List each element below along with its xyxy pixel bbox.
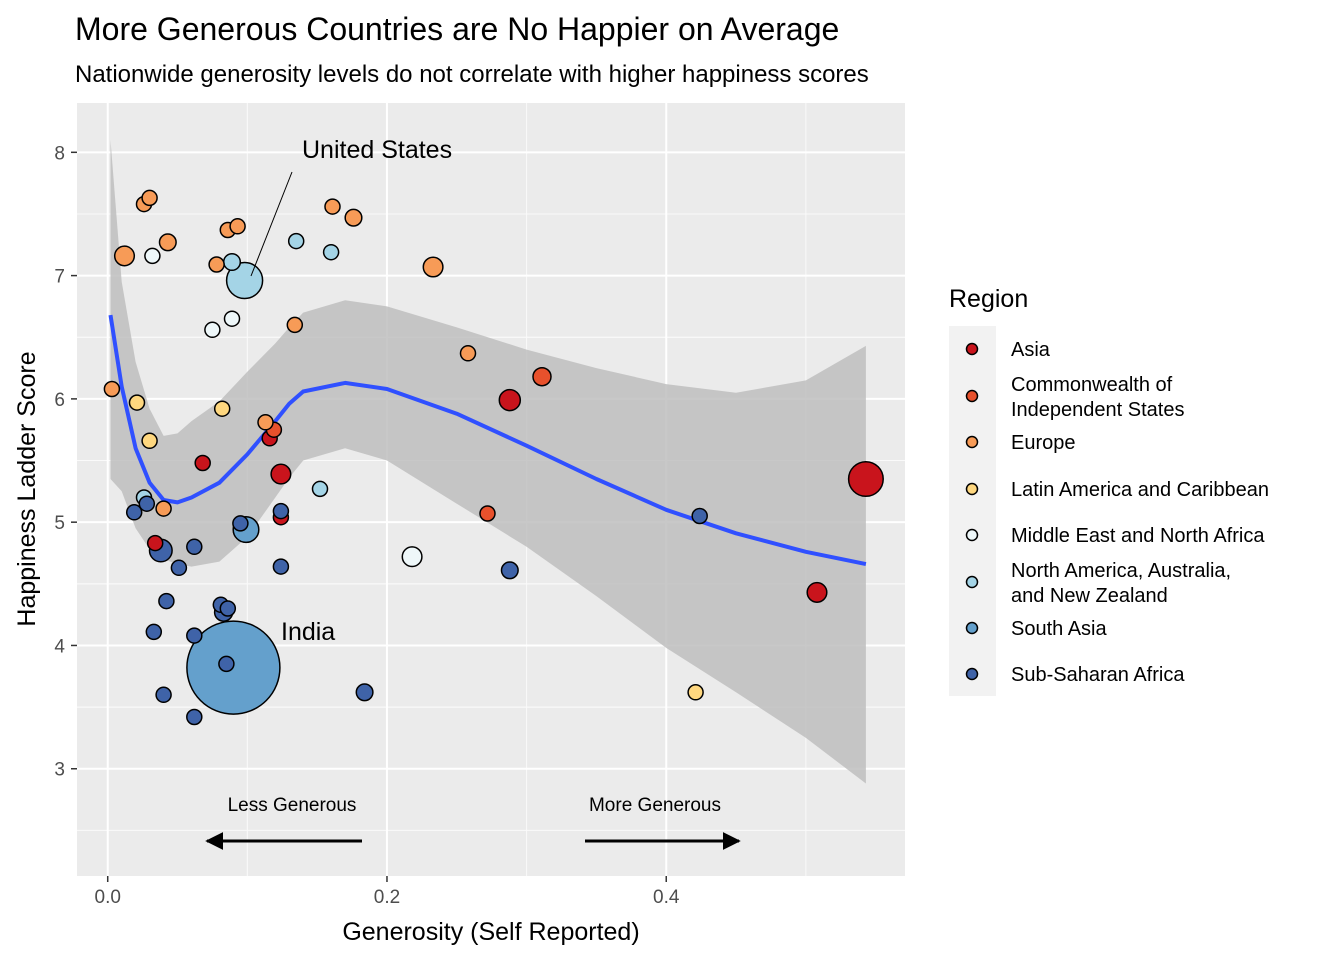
chart-subtitle: Nationwide generosity levels do not corr… — [75, 61, 869, 88]
united-states-label: United States — [302, 136, 452, 164]
legend-label: Middle East and North Africa — [1011, 525, 1265, 547]
legend-label: Independent States — [1011, 399, 1184, 421]
legend-key — [965, 482, 979, 496]
less-generous-label: Less Generous — [228, 795, 357, 816]
data-point — [141, 189, 158, 207]
data-point — [257, 414, 274, 431]
data-point — [146, 534, 164, 552]
data-point — [229, 218, 246, 235]
legend-key — [965, 389, 979, 403]
data-point — [687, 684, 704, 701]
y-tick-label: 6 — [54, 390, 65, 411]
data-point — [344, 208, 363, 227]
data-point — [138, 495, 156, 512]
data-point — [272, 558, 290, 575]
data-point — [186, 708, 203, 726]
data-point — [158, 592, 175, 610]
data-point — [103, 380, 121, 398]
x-tick-label: 0.0 — [95, 887, 121, 908]
united-states-leader-line — [250, 171, 293, 277]
legend-key — [965, 342, 979, 356]
y-tick-label: 5 — [54, 513, 65, 534]
data-point — [222, 252, 242, 272]
data-point — [204, 321, 221, 339]
legend-label: North America, Australia, — [1011, 560, 1231, 582]
legend-key — [965, 621, 979, 635]
y-tick-label: 7 — [54, 267, 65, 288]
legend-key — [965, 575, 979, 589]
data-point — [232, 515, 249, 532]
legend-title: Region — [949, 285, 1028, 313]
y-tick-label: 4 — [54, 636, 65, 657]
data-point — [479, 505, 496, 522]
data-point — [270, 463, 292, 485]
data-point — [219, 600, 237, 617]
india-label: India — [281, 618, 335, 646]
smooth-line-path — [108, 314, 867, 567]
y-tick-label: 3 — [54, 760, 65, 781]
data-point — [272, 502, 290, 520]
data-point — [311, 480, 329, 498]
legend-label: and New Zealand — [1011, 585, 1168, 607]
legend-key — [965, 435, 979, 449]
data-point — [141, 432, 158, 450]
data-points — [103, 189, 884, 726]
data-point — [498, 388, 522, 412]
data-point — [286, 316, 304, 334]
data-point — [155, 686, 172, 704]
data-point — [155, 500, 172, 517]
y-axis-title: Happiness Ladder Score — [13, 351, 41, 626]
data-point — [186, 627, 203, 644]
data-point — [225, 261, 264, 300]
data-point — [322, 243, 340, 261]
legend-key — [965, 667, 979, 681]
legend-label: Asia — [1011, 339, 1051, 361]
data-point — [355, 683, 374, 702]
data-point — [194, 454, 211, 472]
smooth-line — [108, 314, 867, 567]
data-point — [847, 460, 884, 498]
data-point — [422, 256, 444, 278]
legend-label: South Asia — [1011, 618, 1108, 640]
data-point — [287, 232, 305, 250]
data-point — [145, 623, 163, 641]
confidence-band — [110, 140, 866, 784]
y-tick-label: 8 — [54, 143, 65, 164]
axes: 0.0 0.2 0.4 3 4 5 6 7 8 — [54, 143, 679, 908]
confidence-band-area — [110, 140, 866, 784]
legend-key-background — [949, 326, 996, 696]
data-point — [208, 256, 225, 273]
data-point — [459, 345, 477, 362]
x-axis-title: Generosity (Self Reported) — [342, 918, 639, 946]
more-generous-label: More Generous — [589, 795, 721, 816]
data-point — [170, 559, 188, 577]
data-point — [113, 245, 136, 267]
x-tick-label: 0.4 — [653, 887, 680, 908]
data-point — [158, 233, 177, 252]
data-point — [128, 394, 146, 411]
data-point — [144, 247, 161, 265]
legend-label: Europe — [1011, 432, 1076, 454]
legend: Region Asia Commonwealth of Independent St… — [949, 285, 1269, 696]
data-point — [691, 507, 708, 525]
data-point — [223, 310, 241, 327]
chart-title: More Generous Countries are No Happier o… — [75, 11, 839, 47]
data-point — [213, 400, 231, 417]
legend-label: Latin America and Caribbean — [1011, 479, 1269, 501]
data-point — [532, 366, 552, 387]
data-point — [806, 581, 828, 603]
legend-label: Sub-Saharan Africa — [1011, 664, 1185, 686]
data-point — [218, 655, 235, 673]
x-tick-label: 0.2 — [374, 887, 400, 908]
legend-label: Commonwealth of — [1011, 374, 1173, 396]
legend-key — [965, 528, 979, 542]
data-point — [500, 561, 519, 580]
data-point — [401, 546, 423, 568]
data-point — [324, 198, 341, 215]
data-point — [186, 538, 203, 556]
data-point — [125, 504, 143, 521]
